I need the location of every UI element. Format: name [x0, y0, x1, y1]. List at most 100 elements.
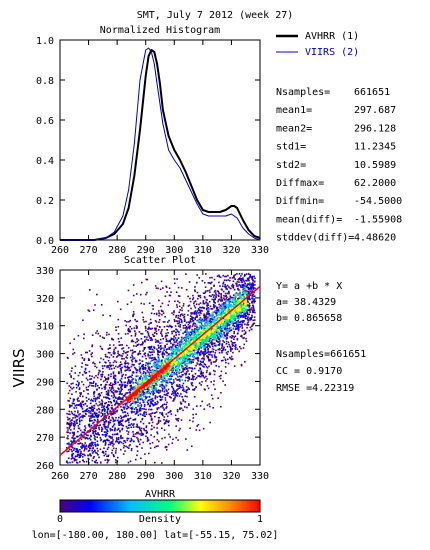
density-point: [82, 445, 84, 448]
density-point: [148, 361, 150, 364]
density-point: [157, 391, 159, 394]
density-point: [218, 352, 221, 354]
density-point: [109, 352, 111, 354]
density-point: [187, 310, 190, 312]
density-point: [200, 320, 202, 323]
density-point: [157, 344, 160, 347]
density-point: [156, 427, 158, 429]
density-point: [115, 400, 118, 402]
density-point: [130, 301, 133, 303]
density-point: [97, 404, 99, 407]
density-point: [92, 382, 95, 384]
density-point: [177, 420, 179, 422]
density-point: [140, 408, 142, 410]
density-point: [223, 331, 225, 334]
density-point: [247, 304, 249, 307]
density-point: [183, 360, 186, 363]
density-point: [149, 369, 152, 372]
density-point: [234, 278, 236, 280]
density-point: [165, 393, 168, 395]
density-point: [180, 320, 183, 322]
density-point: [154, 412, 157, 414]
density-point: [109, 384, 112, 387]
density-point: [153, 327, 156, 330]
density-point: [230, 355, 233, 358]
density-point: [91, 415, 93, 417]
density-point: [171, 343, 174, 346]
density-point: [191, 367, 193, 369]
density-point: [212, 383, 215, 386]
density-point: [94, 427, 96, 430]
density-point: [246, 290, 248, 293]
density-point: [92, 444, 94, 447]
density-point: [86, 408, 88, 410]
density-point: [140, 404, 143, 406]
density-point: [97, 450, 99, 452]
density-point: [252, 298, 254, 300]
density-point: [138, 343, 140, 346]
density-point: [161, 329, 163, 331]
density-point: [120, 380, 122, 383]
density-point: [155, 327, 157, 330]
density-point: [232, 324, 234, 326]
density-point: [203, 314, 205, 317]
density-point: [214, 310, 217, 312]
density-point: [121, 374, 123, 377]
density-point: [136, 320, 139, 323]
density-point: [131, 374, 133, 376]
density-point: [178, 333, 180, 336]
density-point: [229, 299, 232, 301]
density-point: [208, 338, 211, 341]
density-point: [96, 418, 99, 421]
density-point: [117, 318, 120, 321]
density-point: [222, 348, 225, 350]
density-point: [95, 382, 97, 385]
density-point: [152, 385, 155, 387]
density-point: [240, 335, 242, 337]
density-point: [118, 424, 120, 426]
density-point: [165, 389, 167, 391]
density-point: [193, 333, 196, 336]
density-point: [163, 423, 166, 425]
density-point: [186, 395, 188, 398]
density-point: [117, 397, 120, 399]
density-point: [215, 294, 217, 296]
density-point: [203, 355, 205, 357]
density-point: [128, 418, 130, 420]
density-point: [225, 332, 228, 335]
density-point: [229, 357, 232, 360]
density-point: [122, 442, 125, 445]
density-point: [132, 371, 135, 374]
density-point: [105, 439, 108, 441]
density-point: [114, 419, 117, 422]
density-point: [178, 378, 181, 381]
density-point: [158, 364, 160, 366]
density-point: [84, 427, 87, 429]
density-point: [175, 328, 178, 331]
density-point: [241, 284, 243, 286]
density-point: [121, 384, 124, 386]
density-point: [98, 426, 100, 429]
density-point: [185, 371, 188, 373]
density-point: [146, 278, 149, 281]
density-point: [218, 342, 221, 345]
density-point: [97, 414, 100, 416]
density-point: [188, 378, 191, 381]
density-point: [209, 282, 211, 284]
density-point: [193, 311, 196, 313]
density-point: [90, 353, 92, 356]
density-point: [200, 364, 203, 366]
density-point: [93, 404, 96, 407]
density-point: [126, 402, 129, 404]
density-point: [148, 326, 150, 329]
density-point: [108, 398, 111, 400]
density-point: [181, 321, 183, 324]
density-point: [186, 368, 188, 370]
density-point: [152, 351, 155, 353]
density-point: [129, 385, 132, 387]
density-point: [192, 298, 194, 301]
density-point: [222, 380, 224, 382]
density-point: [192, 358, 195, 361]
density-point: [97, 373, 99, 376]
density-point: [159, 389, 162, 392]
